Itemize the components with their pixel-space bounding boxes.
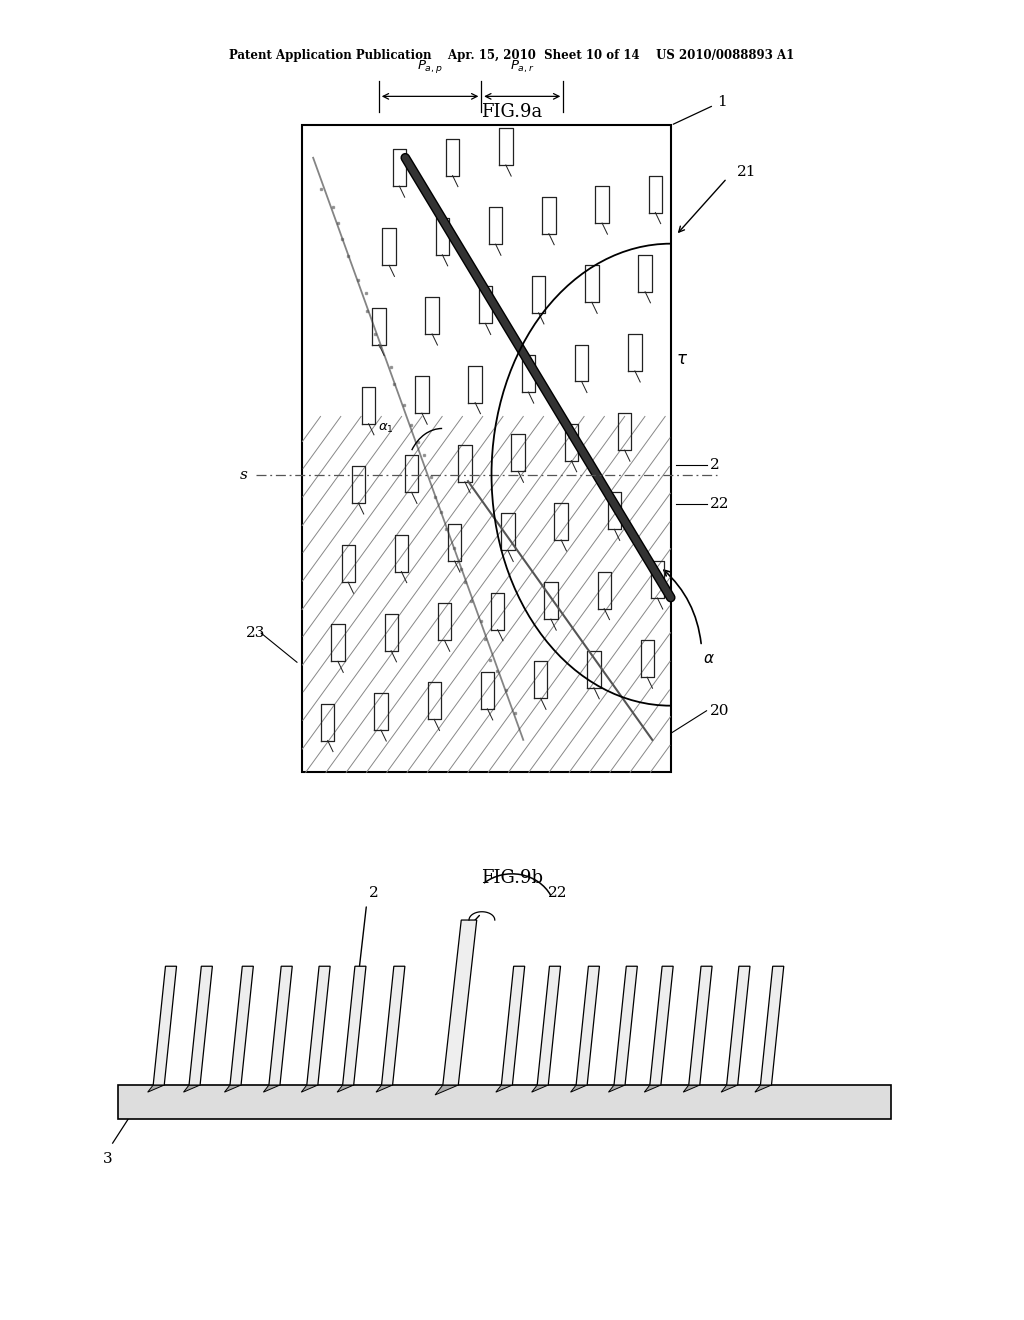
Polygon shape (147, 1085, 164, 1092)
Polygon shape (442, 920, 477, 1085)
Text: 1: 1 (673, 95, 727, 124)
Text: 22: 22 (710, 496, 729, 511)
Polygon shape (727, 966, 750, 1085)
Text: $P_{a,r}$: $P_{a,r}$ (510, 59, 535, 75)
Polygon shape (683, 1085, 699, 1092)
Text: 3: 3 (102, 1152, 113, 1167)
Polygon shape (608, 1085, 625, 1092)
Polygon shape (307, 966, 330, 1085)
Text: FIG.9b: FIG.9b (481, 869, 543, 887)
Polygon shape (224, 1085, 241, 1092)
Text: 2: 2 (369, 886, 379, 900)
Polygon shape (650, 966, 673, 1085)
Text: Patent Application Publication    Apr. 15, 2010  Sheet 10 of 14    US 2010/00888: Patent Application Publication Apr. 15, … (229, 49, 795, 62)
Text: $\tau$: $\tau$ (676, 351, 688, 368)
Polygon shape (263, 1085, 280, 1092)
Polygon shape (502, 966, 524, 1085)
Polygon shape (496, 1085, 512, 1092)
Polygon shape (154, 966, 176, 1085)
Polygon shape (376, 1085, 392, 1092)
Text: 20: 20 (710, 704, 729, 718)
Polygon shape (644, 1085, 660, 1092)
Text: 21: 21 (737, 165, 757, 178)
Polygon shape (577, 966, 599, 1085)
Polygon shape (689, 966, 712, 1085)
Polygon shape (343, 966, 366, 1085)
Text: 2: 2 (710, 458, 720, 473)
Polygon shape (761, 966, 783, 1085)
Text: $\alpha_1$: $\alpha_1$ (378, 422, 393, 436)
Polygon shape (269, 966, 292, 1085)
Text: $\alpha$: $\alpha$ (703, 652, 716, 667)
Polygon shape (570, 1085, 587, 1092)
Polygon shape (538, 966, 560, 1085)
Polygon shape (435, 1085, 459, 1096)
Polygon shape (337, 1085, 353, 1092)
Polygon shape (614, 966, 637, 1085)
Polygon shape (301, 1085, 317, 1092)
Text: 22: 22 (548, 886, 568, 900)
Polygon shape (183, 1085, 200, 1092)
Polygon shape (755, 1085, 771, 1092)
Polygon shape (531, 1085, 548, 1092)
Text: $P_{a,p}$: $P_{a,p}$ (417, 58, 443, 75)
Text: s: s (240, 467, 248, 482)
Polygon shape (721, 1085, 737, 1092)
Bar (302, 125, 671, 772)
Text: FIG.9a: FIG.9a (481, 103, 543, 121)
Bar (118, 1085, 891, 1119)
Polygon shape (230, 966, 253, 1085)
Polygon shape (382, 966, 404, 1085)
Text: 23: 23 (246, 626, 265, 640)
Polygon shape (189, 966, 212, 1085)
